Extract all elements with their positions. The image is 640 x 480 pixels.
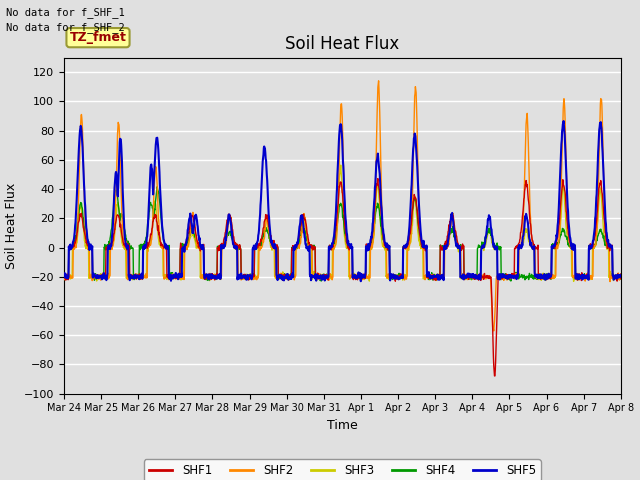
SHF5 [296, 220, 304, 226]
SHF3 [617, 276, 625, 281]
SHF1 [491, 373, 499, 379]
SHF4 [154, 184, 161, 190]
SHF2 [375, 78, 383, 84]
Line: SHF5: SHF5 [64, 121, 621, 281]
X-axis label: Time: Time [327, 419, 358, 432]
SHF4 [617, 276, 625, 281]
SHF3 [378, 231, 385, 237]
SHF4 [103, 242, 111, 248]
SHF1 [103, 245, 111, 251]
SHF4 [308, 243, 316, 249]
SHF1 [126, 274, 134, 280]
SHF2 [308, 246, 316, 252]
Line: SHF1: SHF1 [64, 179, 621, 376]
Text: No data for f_SHF_1: No data for f_SHF_1 [6, 7, 125, 18]
Title: Soil Heat Flux: Soil Heat Flux [285, 35, 399, 53]
SHF5 [308, 272, 316, 278]
Text: No data for f_SHF_2: No data for f_SHF_2 [6, 22, 125, 33]
Legend: SHF1, SHF2, SHF3, SHF4, SHF5: SHF1, SHF2, SHF3, SHF4, SHF5 [144, 459, 541, 480]
SHF4 [318, 274, 326, 279]
SHF1 [60, 272, 68, 277]
SHF1 [318, 274, 326, 280]
SHF5 [126, 277, 134, 283]
SHF2 [296, 240, 304, 246]
Line: SHF3: SHF3 [64, 165, 621, 281]
SHF3 [296, 235, 304, 240]
SHF5 [560, 118, 568, 124]
SHF4 [378, 220, 385, 226]
SHF3 [570, 278, 577, 284]
SHF1 [308, 242, 316, 248]
Text: TZ_fmet: TZ_fmet [70, 31, 127, 44]
SHF2 [103, 275, 111, 281]
SHF1 [374, 176, 381, 181]
SHF5 [617, 273, 625, 278]
SHF2 [318, 273, 326, 278]
SHF4 [507, 278, 515, 284]
SHF2 [126, 274, 134, 280]
SHF2 [60, 275, 68, 280]
SHF5 [318, 277, 326, 283]
SHF5 [103, 273, 111, 279]
SHF3 [318, 276, 326, 282]
SHF3 [308, 272, 316, 278]
SHF4 [60, 274, 68, 279]
SHF3 [60, 271, 68, 277]
SHF3 [337, 162, 344, 168]
SHF1 [378, 212, 385, 217]
SHF2 [378, 178, 385, 184]
SHF5 [60, 273, 68, 279]
SHF4 [297, 234, 305, 240]
SHF1 [617, 276, 625, 282]
Line: SHF2: SHF2 [64, 81, 621, 331]
Line: SHF4: SHF4 [64, 187, 621, 281]
SHF3 [126, 274, 134, 280]
SHF3 [103, 273, 111, 278]
Y-axis label: Soil Heat Flux: Soil Heat Flux [5, 182, 19, 269]
SHF2 [617, 275, 625, 281]
SHF2 [490, 328, 498, 334]
SHF1 [296, 228, 304, 233]
SHF5 [378, 202, 385, 208]
SHF5 [357, 278, 365, 284]
SHF4 [126, 244, 134, 250]
